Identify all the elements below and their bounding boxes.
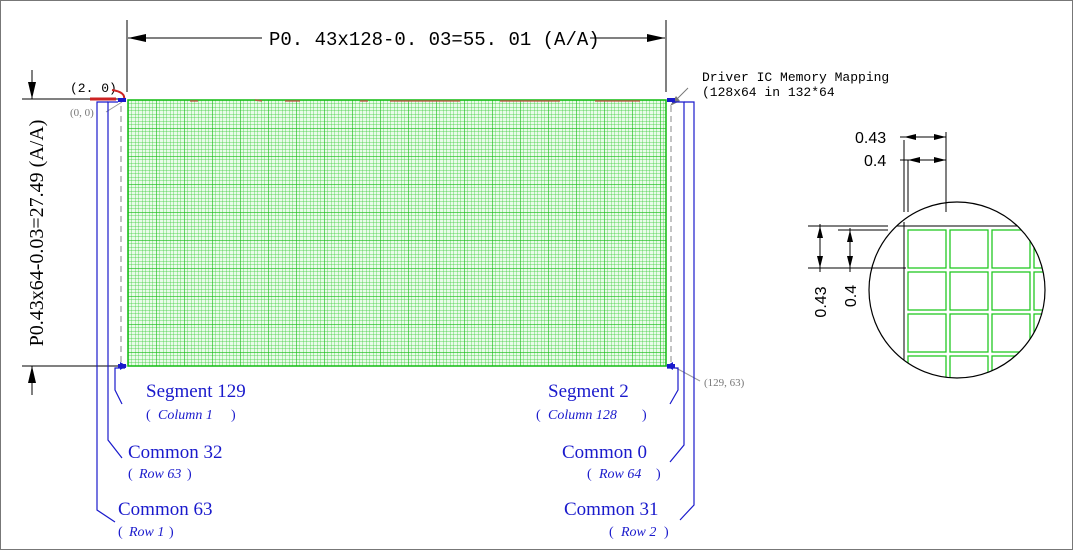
- origin-offset-label: (2. 0): [70, 81, 117, 96]
- right-segment-sub-open: (: [536, 408, 541, 423]
- left-common-b-sub-close: ): [169, 525, 174, 540]
- left-segment-sub: Column 1: [158, 408, 213, 423]
- left-segment-sub-open: (: [146, 408, 151, 423]
- left-common-a-sub: Row 63: [138, 467, 181, 482]
- right-common-a-sub-close: ): [656, 467, 661, 482]
- right-common-b-sub: Row 2: [620, 525, 656, 540]
- left-common-a-label: Common 32: [128, 442, 222, 463]
- top-dimension: P0. 43x128-0. 03=55. 01 (A/A): [126, 20, 667, 92]
- left-segment-sub-close: ): [231, 408, 236, 423]
- right-segment-sub-close: ): [642, 408, 647, 423]
- detail-pitch-v: 0.43: [813, 286, 830, 317]
- left-dimension-label: P0.43x64-0.03=27.49 (A/A): [26, 120, 48, 347]
- right-common-a-sub: Row 64: [598, 467, 641, 482]
- right-labels: Segment 2 ( Column 128 ) Common 0 ( Row …: [536, 381, 669, 540]
- right-common-b-sub-open: (: [609, 525, 614, 540]
- left-dimension: P0.43x64-0.03=27.49 (A/A): [22, 70, 120, 395]
- end-coord-label: (129, 63): [704, 377, 745, 389]
- detail-pitch-h: 0.43: [855, 130, 886, 147]
- pixel-matrix: [127, 99, 667, 367]
- left-common-b-label: Common 63: [118, 499, 212, 520]
- right-common-b-label: Common 31: [564, 499, 658, 520]
- driver-ic-note: Driver IC Memory Mapping (128x64 in 132*…: [670, 70, 889, 106]
- left-common-a-sub-open: (: [128, 467, 133, 482]
- driver-note-line2: (128x64 in 132*64: [702, 85, 835, 100]
- top-dimension-label: P0. 43x128-0. 03=55. 01 (A/A): [269, 29, 600, 51]
- origin-marker: (2. 0) (0, 0): [70, 81, 126, 119]
- left-common-b-sub-open: (: [118, 525, 123, 540]
- left-segment-label: Segment 129: [146, 381, 246, 402]
- driver-note-line1: Driver IC Memory Mapping: [702, 70, 889, 85]
- left-labels: Segment 129 ( Column 1 ) Common 32 ( Row…: [118, 381, 246, 540]
- origin-coord-label: (0, 0): [70, 107, 94, 119]
- right-segment-label: Segment 2: [548, 381, 629, 402]
- detail-dot-v: 0.4: [843, 285, 860, 307]
- right-common-a-sub-open: (: [587, 467, 592, 482]
- right-common-b-sub-close: ): [664, 525, 669, 540]
- left-brackets: [96, 98, 127, 523]
- detail-magnifier: 0.43 0.4 0.43 0.4: [808, 130, 1046, 379]
- right-segment-sub: Column 128: [548, 408, 617, 423]
- left-common-a-sub-close: ): [187, 467, 192, 482]
- left-common-b-sub: Row 1: [128, 525, 164, 540]
- right-brackets: [666, 98, 695, 521]
- detail-dot-h: 0.4: [864, 153, 886, 170]
- detail-pixel-grid: [872, 222, 1045, 378]
- right-common-a-label: Common 0: [562, 442, 647, 463]
- end-coordinate: (129, 63): [675, 367, 745, 389]
